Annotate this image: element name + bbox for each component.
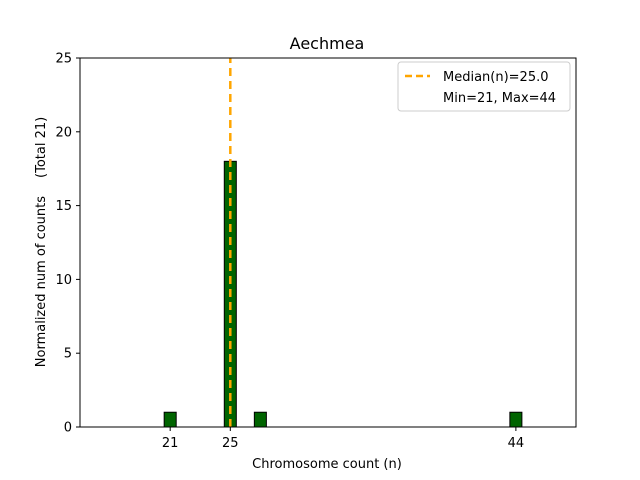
y-axis-label: Normalized num of counts (Total 21) [34, 117, 49, 367]
y-tick-label-20: 20 [55, 125, 72, 140]
x-axis-label: Chromosome count (n) [252, 457, 402, 472]
x-axis-ticks: 21 25 44 [162, 427, 524, 451]
legend: Median(n)=25.0 Min=21, Max=44 [397, 61, 571, 112]
y-tick-label-0: 0 [64, 421, 72, 436]
y-tick-label-25: 25 [55, 52, 72, 67]
y-tick-label-15: 15 [55, 199, 72, 214]
y-axis-label-main: Normalized num of counts [34, 196, 49, 367]
legend-entry-minmax: Min=21, Max=44 [443, 91, 556, 106]
legend-entry-median: Median(n)=25.0 [443, 70, 549, 85]
chart-title: Aechmea [290, 34, 365, 53]
y-tick-label-5: 5 [64, 347, 72, 362]
plot-area [79, 57, 577, 428]
bar-n-21 [163, 411, 177, 428]
bar-n-44 [509, 411, 523, 428]
y-axis-label-note: (Total 21) [34, 117, 49, 178]
legend-box [397, 61, 571, 112]
y-tick-label-10: 10 [55, 273, 72, 288]
x-tick-label-21: 21 [162, 436, 179, 451]
x-tick-label-44: 44 [508, 436, 525, 451]
x-tick-label-25: 25 [222, 436, 239, 451]
y-axis-ticks: 0 5 10 15 20 25 [55, 52, 80, 436]
bar-n-27 [253, 411, 267, 428]
plot-frame [79, 57, 577, 428]
